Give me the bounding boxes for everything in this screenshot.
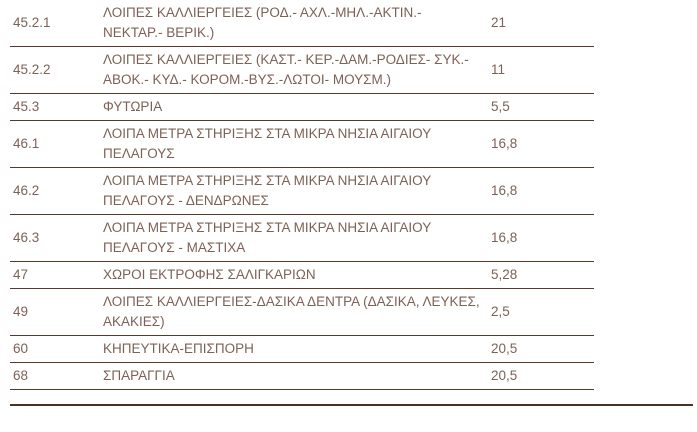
row-code: 45.2.1 (10, 0, 103, 47)
crop-categories-table: 45.2.1 ΛΟΙΠΕΣ ΚΑΛΛΙΕΡΓΕΙΕΣ (ΡΟΔ.- ΑΧΛ.-Μ… (10, 0, 594, 390)
row-description: ΚΗΠΕΥΤΙΚΑ-ΕΠΙΣΠΟΡΗ (103, 335, 490, 363)
row-value: 20,5 (490, 362, 594, 390)
row-code: 46.3 (10, 214, 103, 262)
row-value: 2,5 (490, 288, 594, 336)
row-code: 68 (10, 362, 103, 390)
row-code: 47 (10, 261, 103, 289)
row-description: ΧΩΡΟΙ ΕΚΤΡΟΦΗΣ ΣΑΛΙΓΚΑΡΙΩΝ (103, 261, 490, 289)
table-row: 46.3 ΛΟΙΠΑ ΜΕΤΡΑ ΣΤΗΡΙΞΗΣ ΣΤΑ ΜΙΚΡΑ ΝΗΣΙ… (10, 214, 594, 262)
row-description: ΛΟΙΠΑ ΜΕΤΡΑ ΣΤΗΡΙΞΗΣ ΣΤΑ ΜΙΚΡΑ ΝΗΣΙΑ ΑΙΓ… (103, 167, 490, 215)
row-description: ΛΟΙΠΕΣ ΚΑΛΛΙΕΡΓΕΙΕΣ (ΚΑΣΤ.- ΚΕΡ.-ΔΑΜ.-ΡΟ… (103, 46, 490, 94)
row-value: 20,5 (490, 335, 594, 363)
row-code: 49 (10, 288, 103, 336)
row-value: 5,28 (490, 261, 594, 289)
row-value: 16,8 (490, 214, 594, 262)
row-code: 45.3 (10, 93, 103, 121)
bottom-divider (10, 404, 693, 406)
row-value: 16,8 (490, 120, 594, 168)
table-row: 49 ΛΟΙΠΕΣ ΚΑΛΛΙΕΡΓΕΙΕΣ-ΔΑΣΙΚΑ ΔΕΝΤΡΑ (ΔΑ… (10, 288, 594, 336)
row-code: 45.2.2 (10, 46, 103, 94)
row-description: ΣΠΑΡΑΓΓΙΑ (103, 362, 490, 390)
row-description: ΦΥΤΩΡΙΑ (103, 93, 490, 121)
row-description: ΛΟΙΠΑ ΜΕΤΡΑ ΣΤΗΡΙΞΗΣ ΣΤΑ ΜΙΚΡΑ ΝΗΣΙΑ ΑΙΓ… (103, 120, 490, 168)
row-description: ΛΟΙΠΑ ΜΕΤΡΑ ΣΤΗΡΙΞΗΣ ΣΤΑ ΜΙΚΡΑ ΝΗΣΙΑ ΑΙΓ… (103, 214, 490, 262)
table-row: 60 ΚΗΠΕΥΤΙΚΑ-ΕΠΙΣΠΟΡΗ 20,5 (10, 335, 594, 363)
table-row: 45.2.2 ΛΟΙΠΕΣ ΚΑΛΛΙΕΡΓΕΙΕΣ (ΚΑΣΤ.- ΚΕΡ.-… (10, 46, 594, 94)
table-row: 45.2.1 ΛΟΙΠΕΣ ΚΑΛΛΙΕΡΓΕΙΕΣ (ΡΟΔ.- ΑΧΛ.-Μ… (10, 0, 594, 47)
row-code: 46.1 (10, 120, 103, 168)
table-row: 46.1 ΛΟΙΠΑ ΜΕΤΡΑ ΣΤΗΡΙΞΗΣ ΣΤΑ ΜΙΚΡΑ ΝΗΣΙ… (10, 120, 594, 168)
row-code: 60 (10, 335, 103, 363)
table-row: 45.3 ΦΥΤΩΡΙΑ 5,5 (10, 93, 594, 121)
table-row: 68 ΣΠΑΡΑΓΓΙΑ 20,5 (10, 362, 594, 390)
table-body: 45.2.1 ΛΟΙΠΕΣ ΚΑΛΛΙΕΡΓΕΙΕΣ (ΡΟΔ.- ΑΧΛ.-Μ… (10, 0, 594, 390)
row-value: 16,8 (490, 167, 594, 215)
table-row: 47 ΧΩΡΟΙ ΕΚΤΡΟΦΗΣ ΣΑΛΙΓΚΑΡΙΩΝ 5,28 (10, 261, 594, 289)
table-row: 46.2 ΛΟΙΠΑ ΜΕΤΡΑ ΣΤΗΡΙΞΗΣ ΣΤΑ ΜΙΚΡΑ ΝΗΣΙ… (10, 167, 594, 215)
row-code: 46.2 (10, 167, 103, 215)
row-value: 5,5 (490, 93, 594, 121)
row-description: ΛΟΙΠΕΣ ΚΑΛΛΙΕΡΓΕΙΕΣ-ΔΑΣΙΚΑ ΔΕΝΤΡΑ (ΔΑΣΙΚ… (103, 288, 490, 336)
row-value: 21 (490, 0, 594, 47)
row-value: 11 (490, 46, 594, 94)
row-description: ΛΟΙΠΕΣ ΚΑΛΛΙΕΡΓΕΙΕΣ (ΡΟΔ.- ΑΧΛ.-ΜΗΛ.-ΑΚΤ… (103, 0, 490, 47)
